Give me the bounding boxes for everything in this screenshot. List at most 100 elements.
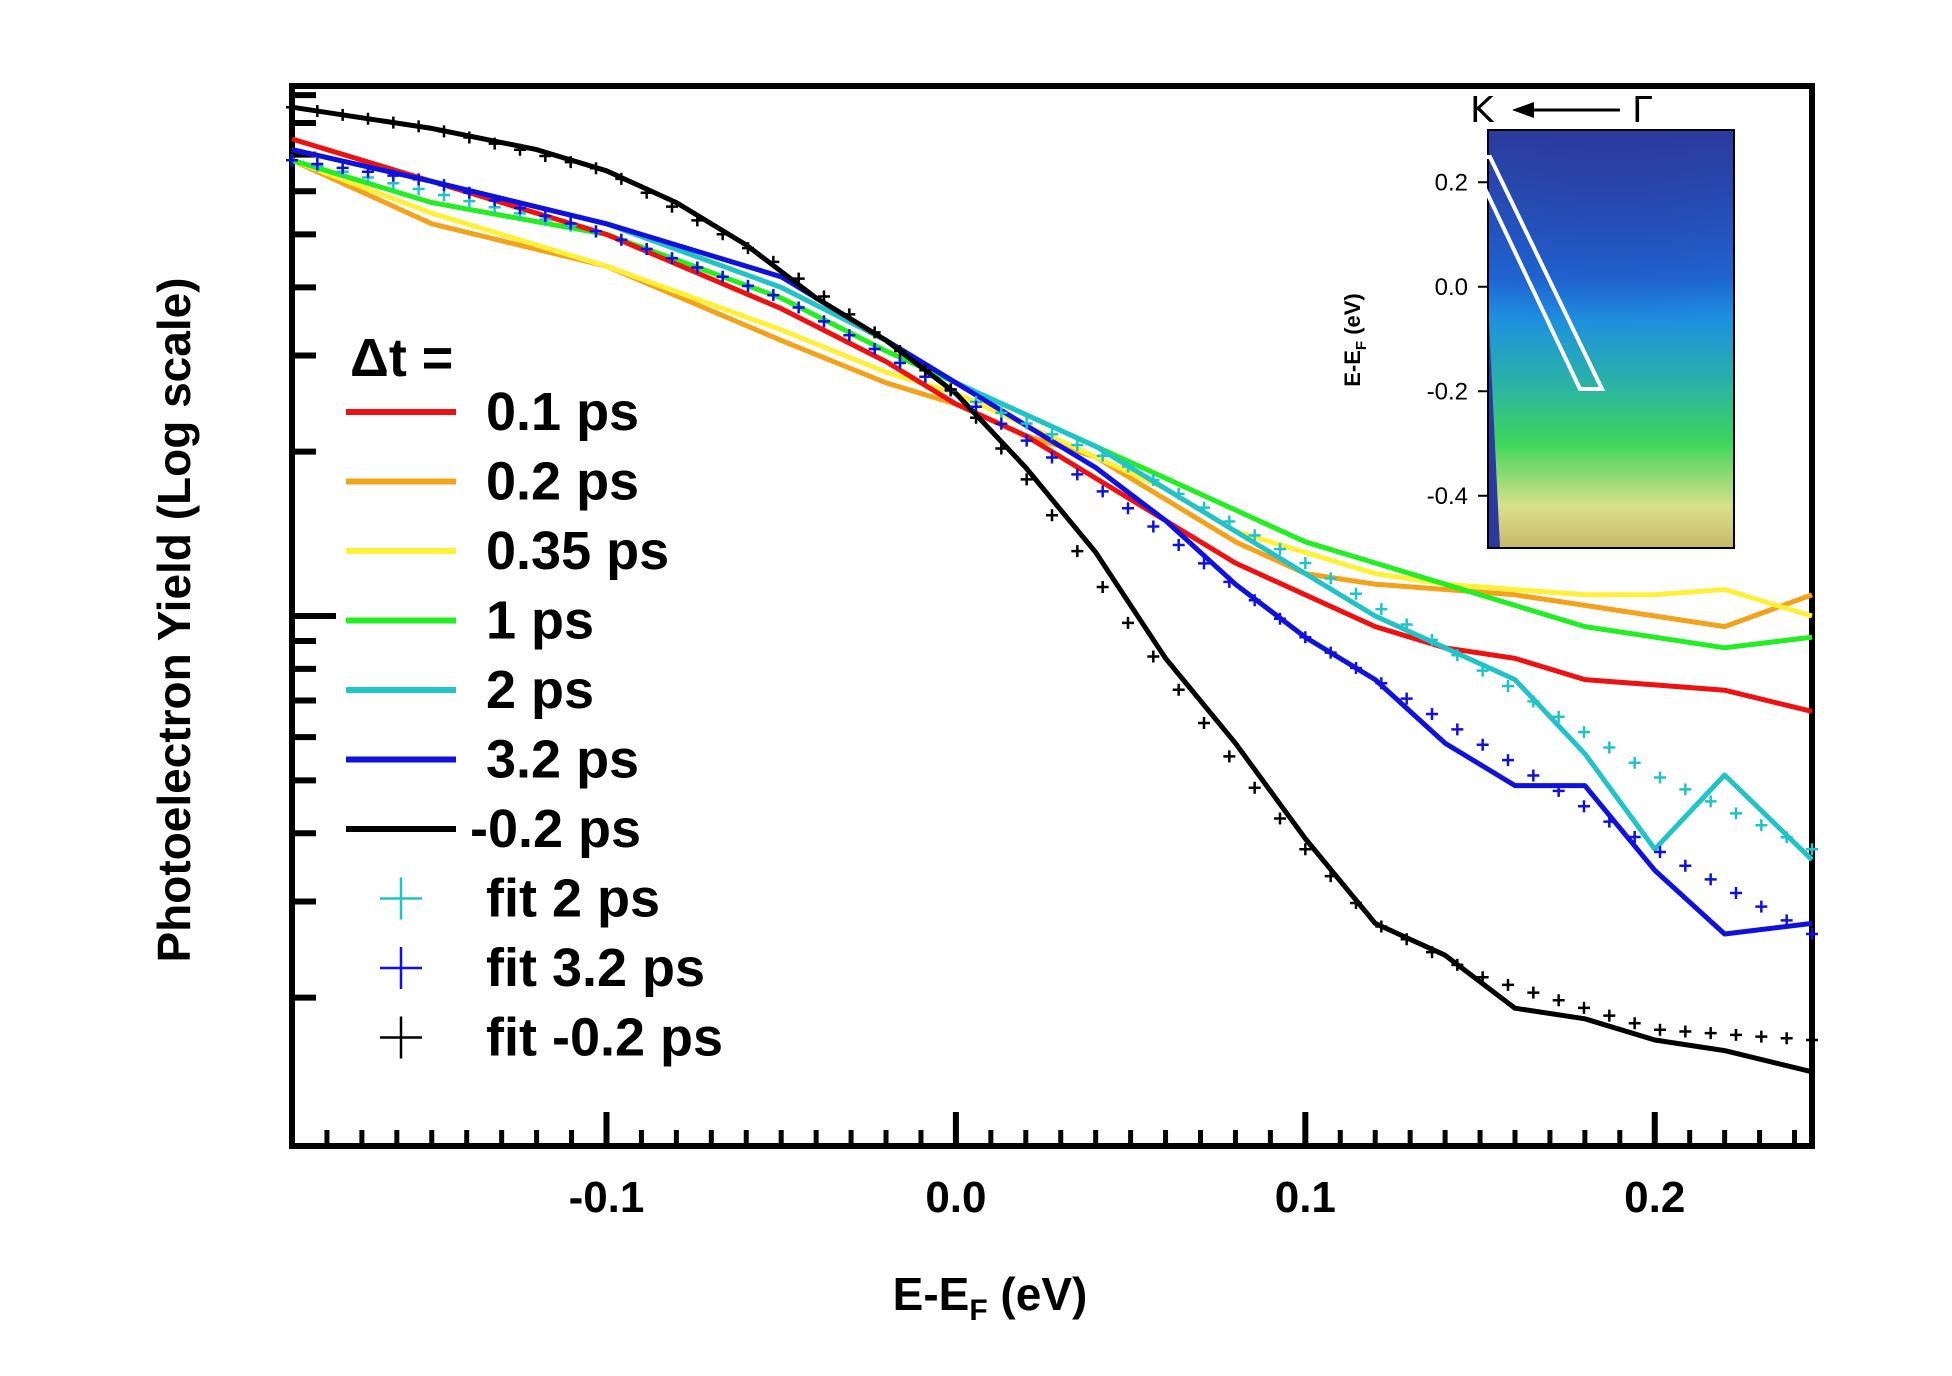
fit-marker	[514, 202, 526, 215]
fit-marker	[1147, 650, 1160, 663]
fit-marker	[590, 162, 602, 175]
fit-marker	[1147, 474, 1160, 487]
inset-y-title: E-EF (eV)	[1340, 293, 1370, 387]
fit-marker	[1578, 726, 1590, 739]
x-axis-ticks	[324, 1112, 1798, 1146]
y-axis-ticks	[292, 92, 336, 1001]
x-axis-title-unit: (eV)	[988, 1268, 1088, 1320]
fit-marker	[1476, 664, 1489, 677]
fit-marker	[843, 308, 856, 321]
inset-y-tick-label: -0.2	[1427, 378, 1468, 405]
legend-label: 0.1 ps	[486, 382, 639, 442]
fit-marker	[1248, 529, 1261, 542]
legend-label: 3.2 ps	[486, 730, 639, 790]
fit-marker	[894, 356, 906, 369]
fit-marker	[615, 233, 628, 246]
fit-marker	[1096, 449, 1109, 462]
fit-marker	[1552, 784, 1565, 797]
fit-marker	[1248, 594, 1261, 607]
fit-marker	[1198, 557, 1210, 570]
fit-marker	[1147, 520, 1160, 533]
fit-marker	[1527, 769, 1540, 782]
fit-marker	[691, 214, 704, 227]
fit-marker	[539, 209, 552, 222]
legend-item: 0.1 ps	[346, 382, 639, 442]
fit-marker	[1071, 438, 1084, 451]
fit-marker	[716, 228, 729, 241]
fit-marker	[1730, 807, 1742, 820]
fit-marker	[1451, 723, 1464, 736]
fit-marker	[1020, 473, 1033, 486]
fit-marker	[1172, 683, 1185, 696]
series-layer	[286, 101, 1818, 1075]
fit-marker	[1654, 771, 1666, 784]
fit-marker	[286, 101, 298, 114]
fit-marker	[1400, 933, 1413, 946]
inset-title-gamma: Γ	[1632, 90, 1652, 131]
fit-marker	[792, 272, 805, 285]
fit-marker	[1375, 677, 1388, 690]
inset-title-k: K	[1470, 90, 1495, 131]
fit-marker	[894, 345, 906, 357]
fit-marker	[995, 442, 1008, 455]
x-axis-tick-labels: -0.1 0.0 0.1 0.2	[569, 1173, 1686, 1222]
fit-marker	[1046, 451, 1058, 464]
fit-marker	[1755, 819, 1768, 832]
fit-marker	[716, 270, 729, 283]
fit-marker	[1451, 958, 1464, 971]
legend-item: 0.35 ps	[346, 521, 669, 581]
fit-marker	[1350, 587, 1362, 600]
legend-item: 2 ps	[346, 660, 594, 720]
fit-marker	[1324, 572, 1337, 585]
fit-marker	[1223, 575, 1236, 588]
fit-marker	[1172, 538, 1185, 551]
fit-marker	[1248, 781, 1261, 794]
fit-marker	[1324, 646, 1337, 659]
fit-marker	[1223, 515, 1236, 528]
x-axis-title-sub: F	[969, 1294, 987, 1327]
fit-marker	[1552, 710, 1565, 723]
fit-marker	[1603, 741, 1616, 754]
fit-marker	[1502, 754, 1514, 767]
fit-marker	[463, 131, 476, 144]
fit-marker	[1426, 633, 1438, 646]
fit-marker	[438, 179, 450, 192]
series-line-3.2-ps	[291, 147, 1813, 937]
fit-marker	[666, 200, 678, 213]
fit-marker	[1679, 783, 1692, 796]
x-tick-label: -0.1	[569, 1173, 645, 1222]
fit-marker	[615, 172, 628, 185]
fit-marker	[539, 149, 552, 162]
inset-dark-wedge	[1488, 300, 1500, 548]
legend-label: 0.35 ps	[486, 521, 669, 581]
inset-y-title-main: E-E	[1340, 350, 1365, 387]
fit-marker	[742, 242, 754, 255]
fit-marker	[1299, 557, 1312, 569]
fit-marker	[1426, 708, 1438, 721]
fit-marker	[944, 383, 957, 396]
fit-marker	[1780, 831, 1793, 844]
fit-marker	[1122, 616, 1134, 629]
x-tick-label: 0.0	[925, 1173, 986, 1222]
legend-item: fit -0.2 ps	[380, 1008, 723, 1068]
legend-item: fit 2 ps	[380, 869, 660, 929]
fit-marker	[970, 400, 982, 413]
fit-marker	[1375, 920, 1388, 933]
inset-selection-box	[1466, 155, 1606, 391]
fit-marker	[311, 105, 324, 118]
legend-swatch	[380, 877, 422, 920]
fit-marker	[1755, 900, 1768, 913]
legend-swatch	[380, 947, 422, 989]
fit-marker	[1527, 695, 1540, 708]
legend-item: 1 ps	[346, 591, 594, 651]
fit-marker	[1552, 994, 1565, 1007]
fit-marker	[666, 252, 678, 265]
fit-marker	[412, 120, 425, 133]
fit-marker	[1274, 612, 1286, 625]
fit-marker	[387, 116, 400, 129]
fit-marker	[868, 343, 881, 356]
fit-marker	[1046, 509, 1058, 522]
legend-label: -0.2 ps	[470, 799, 641, 859]
fit-marker	[1198, 501, 1210, 514]
legend-title: Δt =	[350, 328, 453, 388]
